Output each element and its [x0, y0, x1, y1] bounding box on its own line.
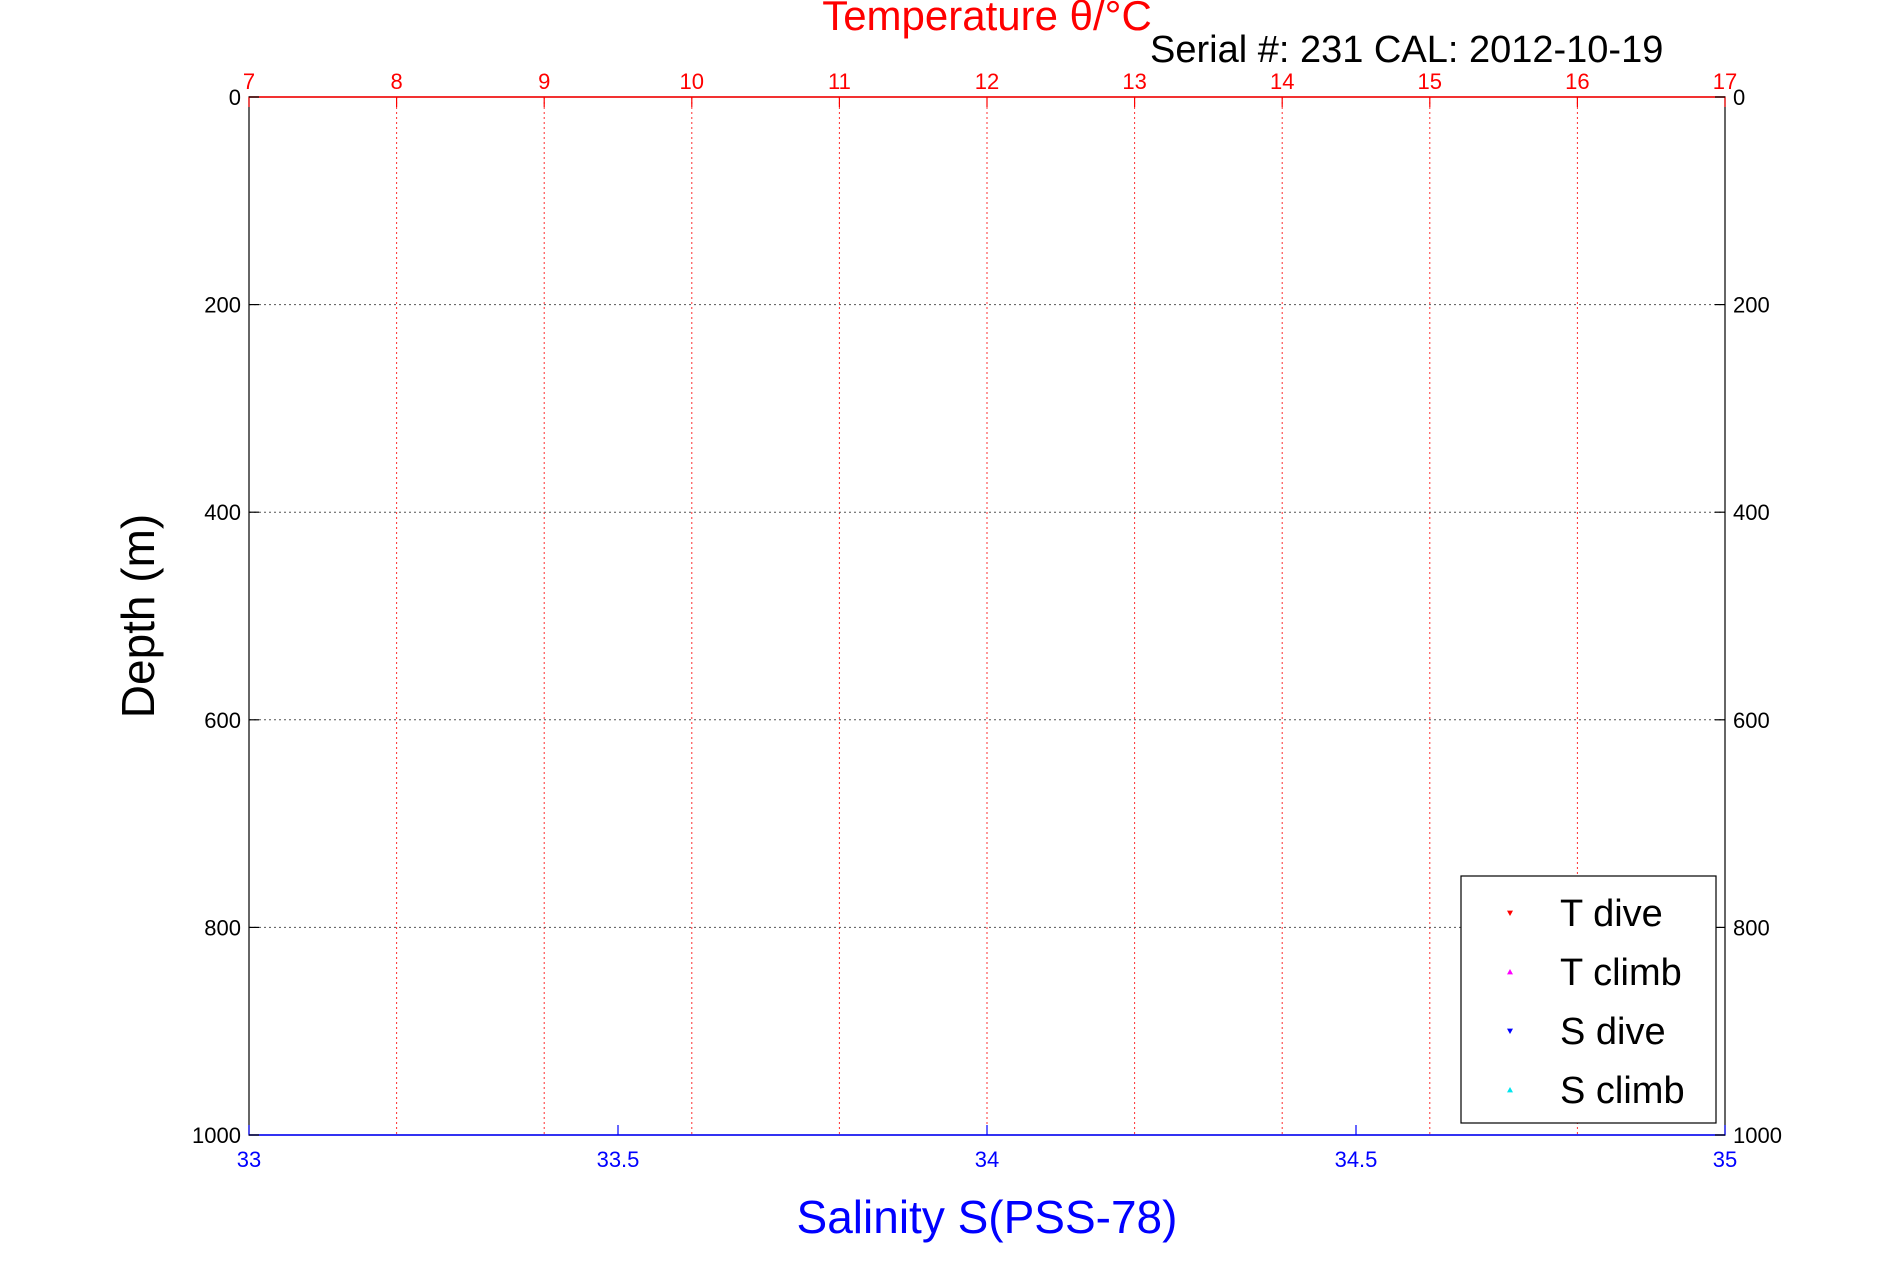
tick-label-depth-right: 1000 [1733, 1123, 1782, 1148]
legend-marker [1507, 1028, 1513, 1034]
tick-label-salinity: 33 [237, 1147, 261, 1172]
top-axis-title: Temperature θ/°C [822, 0, 1152, 39]
tick-label-temperature: 11 [828, 69, 851, 94]
x-axis-title: Salinity S(PSS-78) [797, 1191, 1178, 1243]
tick-label-temperature: 17 [1713, 69, 1737, 94]
legend-label: T climb [1560, 952, 1682, 994]
legend-items: T dive T climb S dive S climb [1507, 893, 1685, 1112]
tick-label-depth-left: 200 [204, 293, 241, 318]
legend-marker [1507, 969, 1513, 975]
legend-label: T dive [1560, 893, 1663, 935]
tick-label-temperature: 8 [390, 69, 402, 94]
tick-label-temperature: 7 [243, 69, 255, 94]
legend-label: S climb [1560, 1070, 1685, 1112]
tick-label-temperature: 14 [1270, 69, 1294, 94]
y-axis-title: Depth (m) [112, 514, 164, 718]
tick-label-salinity: 33.5 [597, 1147, 640, 1172]
tick-label-depth-left: 800 [204, 915, 241, 940]
tick-marks [248, 96, 1726, 1136]
tick-label-depth-left: 0 [229, 85, 241, 110]
tick-label-salinity: 35 [1713, 1147, 1737, 1172]
legend: T dive T climb S dive S climb [1460, 875, 1717, 1124]
tick-labels: 7 8 9 10 11 12 13 14 15 16 17 33 33.5 34 34.5 35 0 0 200 20… [192, 69, 1782, 1172]
tick-label-depth-left: 600 [204, 708, 241, 733]
tick-label-depth-left: 400 [204, 500, 241, 525]
legend-marker [1507, 1087, 1513, 1093]
tick-label-salinity: 34 [975, 1147, 999, 1172]
tick-label-temperature: 16 [1565, 69, 1589, 94]
tick-label-temperature: 10 [680, 69, 704, 94]
tick-label-depth-right: 0 [1733, 85, 1745, 110]
legend-box [1460, 875, 1717, 1124]
legend-label: S dive [1560, 1011, 1666, 1053]
tick-label-temperature: 13 [1122, 69, 1146, 94]
tick-label-temperature: 12 [975, 69, 999, 94]
tick-label-depth-right: 600 [1733, 708, 1770, 733]
legend-marker [1507, 910, 1513, 916]
tick-label-temperature: 15 [1418, 69, 1442, 94]
chart-subtitle: Serial #: 231 CAL: 2012-10-19 [1150, 29, 1663, 71]
tick-label-depth-right: 400 [1733, 500, 1770, 525]
tick-label-depth-right: 800 [1733, 915, 1770, 940]
tick-label-depth-left: 1000 [192, 1123, 241, 1148]
tick-label-depth-right: 200 [1733, 293, 1770, 318]
tick-label-temperature: 9 [538, 69, 550, 94]
tick-label-salinity: 34.5 [1335, 1147, 1378, 1172]
